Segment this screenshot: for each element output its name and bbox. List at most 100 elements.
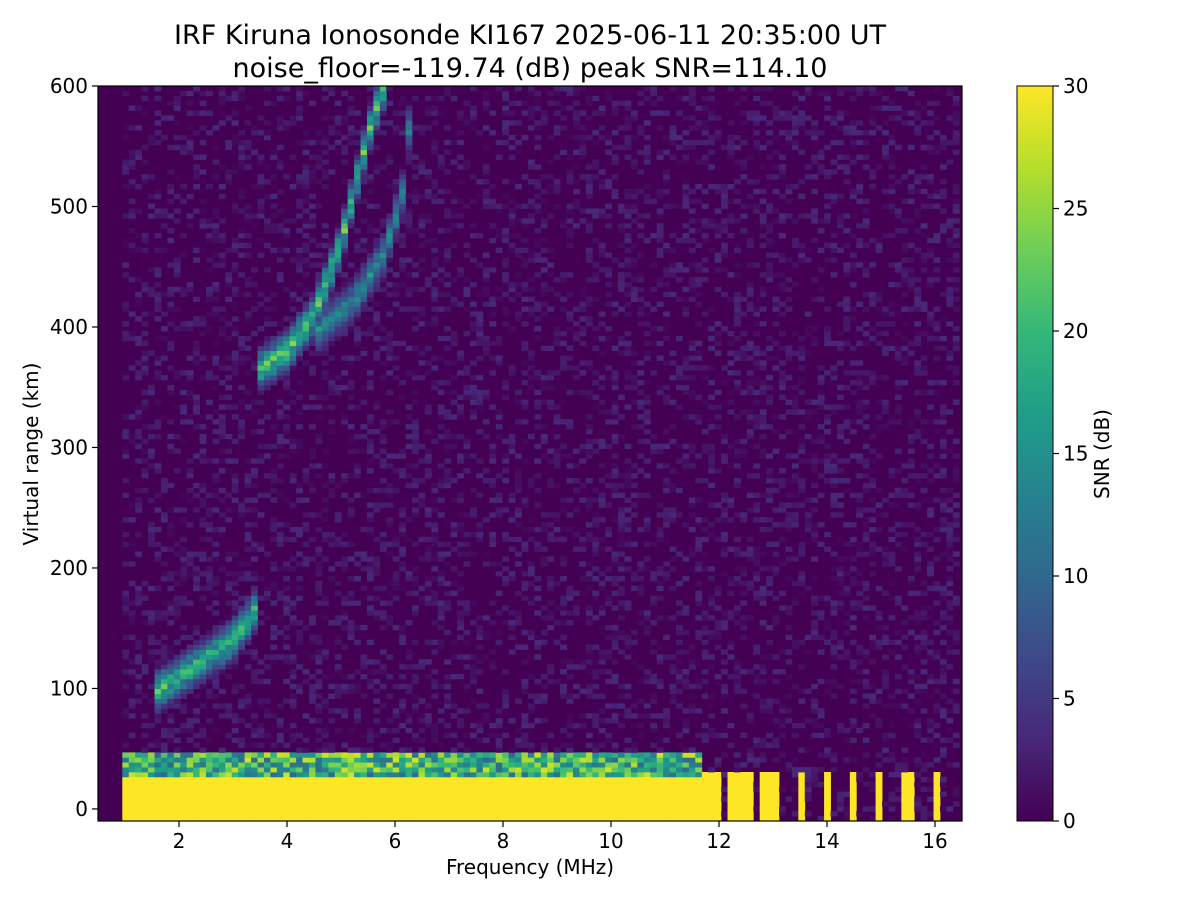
heatmap-cell [444, 252, 452, 258]
heatmap-cell [186, 497, 194, 503]
heatmap-cell [566, 610, 574, 616]
heatmap-cell [263, 453, 271, 459]
heatmap-cell [521, 135, 529, 141]
heatmap-cell [476, 629, 484, 636]
heatmap-cell [148, 791, 155, 797]
heatmap-cell [611, 776, 619, 783]
heatmap-cell [231, 404, 239, 410]
heatmap-cell [218, 233, 226, 239]
heatmap-cell [354, 776, 361, 783]
heatmap-cell [457, 414, 464, 420]
heatmap-cell [225, 169, 233, 175]
heatmap-cell [296, 527, 303, 533]
heatmap-cell [334, 321, 342, 327]
heatmap-cell [508, 223, 516, 229]
heatmap-cell [173, 806, 181, 812]
heatmap-cell [405, 110, 413, 116]
heatmap-cell [328, 257, 336, 263]
heatmap-cell [437, 801, 445, 807]
heatmap-cell [296, 585, 303, 592]
heatmap-cell [270, 752, 278, 758]
heatmap-cell [579, 762, 587, 768]
heatmap-cell [334, 130, 342, 136]
heatmap-cell [618, 713, 625, 719]
heatmap-cell [328, 331, 336, 337]
heatmap-cell [122, 433, 130, 440]
heatmap-cell [540, 791, 548, 797]
heatmap-cell [225, 571, 233, 577]
heatmap-cell [585, 806, 593, 812]
heatmap-cell [212, 634, 220, 641]
heatmap-cell [560, 801, 567, 807]
heatmap-cell [418, 306, 426, 312]
heatmap-cell [560, 600, 567, 606]
heatmap-cell [444, 796, 452, 802]
heatmap-cell [572, 796, 580, 802]
heatmap-cell [476, 326, 484, 332]
heatmap-cell [257, 791, 265, 797]
heatmap-cell [392, 580, 400, 587]
heatmap-cell [141, 806, 149, 812]
heatmap-cell [579, 218, 587, 224]
heatmap-cell [199, 664, 207, 670]
heatmap-cell [173, 174, 181, 180]
heatmap-cell [482, 291, 490, 298]
heatmap-cell [212, 703, 220, 709]
heatmap-cell [540, 375, 548, 381]
heatmap-cell [424, 713, 432, 719]
heatmap-cell [572, 335, 580, 342]
heatmap-cell [283, 678, 291, 685]
heatmap-cell [463, 757, 471, 763]
heatmap-cell [495, 590, 503, 596]
heatmap-cell [160, 213, 168, 219]
heatmap-cell [315, 747, 323, 753]
heatmap-cell [354, 277, 361, 283]
heatmap-cell [347, 781, 355, 788]
heatmap-cell [605, 811, 613, 817]
heatmap-cell [405, 125, 413, 131]
heatmap-cell [547, 585, 555, 592]
heatmap-cell [206, 512, 213, 518]
heatmap-cell [540, 683, 548, 690]
heatmap-cell [347, 674, 355, 680]
heatmap-cell [469, 360, 477, 366]
heatmap-cell [566, 233, 574, 239]
heatmap-cell [186, 781, 194, 788]
heatmap-cell [373, 169, 381, 175]
heatmap-cell [135, 497, 143, 503]
heatmap-cell [540, 247, 548, 253]
heatmap-cell [122, 776, 130, 783]
heatmap-cell [502, 120, 510, 126]
heatmap-cell [347, 507, 355, 513]
heatmap-cell [373, 487, 381, 494]
heatmap-cell [405, 786, 413, 792]
heatmap-cell [302, 291, 310, 298]
heatmap-cell [193, 669, 200, 675]
heatmap-cell [463, 772, 471, 778]
heatmap-cell [386, 615, 394, 621]
heatmap-cell [360, 625, 368, 631]
heatmap-cell [283, 625, 291, 631]
heatmap-cell [148, 806, 155, 812]
heatmap-cell [592, 747, 600, 753]
heatmap-cell [347, 497, 355, 503]
heatmap-cell [418, 801, 426, 807]
heatmap-cell [354, 184, 361, 190]
heatmap-cell [412, 463, 419, 469]
heatmap-cell [354, 242, 361, 249]
heatmap-cell [386, 252, 394, 258]
heatmap-cell [366, 144, 374, 151]
heatmap-cell [521, 723, 529, 729]
heatmap-cell [206, 718, 213, 724]
heatmap-cell [482, 394, 490, 400]
heatmap-cell [527, 90, 535, 97]
heatmap-cell [566, 174, 574, 180]
heatmap-cell [553, 791, 561, 797]
heatmap-cell [366, 223, 374, 229]
heatmap-cell [296, 316, 303, 322]
heatmap-cell [508, 135, 516, 141]
heatmap-cell [354, 316, 361, 322]
heatmap-cell [225, 585, 233, 592]
heatmap-cell [135, 335, 143, 342]
heatmap-cell [431, 732, 439, 739]
